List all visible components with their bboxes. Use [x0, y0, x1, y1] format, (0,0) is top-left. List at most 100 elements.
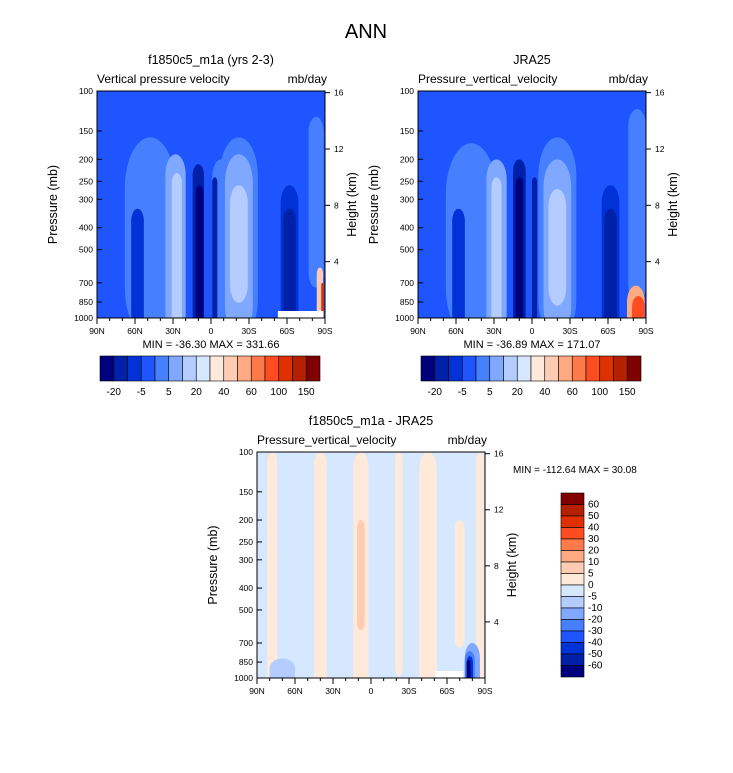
colorbar-label: 0 — [588, 580, 594, 591]
colorbar-label: -50 — [588, 649, 603, 660]
x-tick-label: 90N — [410, 326, 426, 336]
colorbar-box — [560, 515, 585, 528]
y2-axis-label: Height (km) — [666, 172, 680, 237]
x-tick-label: 30S — [562, 326, 577, 336]
panel-diff: f1850c5_m1a - JRA25 Pressure_vertical_vel… — [206, 414, 637, 696]
x-tick-label: 30S — [401, 686, 416, 696]
contour-fill — [452, 208, 465, 318]
colorbar-label: -40 — [588, 638, 603, 649]
colorbar-box — [560, 619, 585, 632]
units-label: mb/day — [609, 72, 648, 86]
variable-label: Vertical pressure velocity — [97, 72, 230, 86]
y-tick-label: 200 — [400, 154, 414, 164]
colorbar-label: 40 — [588, 523, 600, 534]
y-tick-label: 400 — [79, 223, 93, 233]
x-tick-label: 0 — [209, 326, 214, 336]
variable-label: Pressure_vertical_velocity — [418, 72, 557, 86]
contour-fill — [283, 208, 296, 318]
figure-title: ANN — [345, 21, 387, 43]
colorbar-box — [113, 355, 128, 382]
x-tick-label: 60S — [439, 686, 454, 696]
colorbar-box — [223, 355, 238, 382]
y2-tick-label: 16 — [655, 88, 665, 98]
contour-fill — [515, 177, 524, 318]
contour-fill — [267, 452, 278, 678]
y-tick-label: 300 — [79, 194, 93, 204]
y-tick-label: 100 — [79, 86, 93, 96]
colorbar-box — [571, 355, 587, 382]
colorbar-box — [264, 355, 280, 382]
x-tick-label: 90S — [638, 326, 653, 336]
colorbar: -20 -5 5 20 40 60 100 150 — [420, 355, 642, 398]
contour-fill — [257, 452, 485, 678]
colorbar-label: 60 — [246, 387, 258, 398]
colorbar-label: 60 — [588, 500, 600, 511]
y2-tick-label: 16 — [334, 88, 344, 98]
colorbar-label: -5 — [458, 387, 467, 398]
colorbar-box — [250, 355, 266, 382]
y-tick-label: 500 — [79, 245, 93, 255]
colorbar-box — [560, 504, 585, 517]
min-max-stats: MIN = -112.64 MAX = 30.08 — [513, 465, 637, 476]
y-tick-label: 1000 — [74, 313, 93, 323]
colorbar-label: -20 — [588, 615, 603, 626]
colorbar-box — [560, 665, 585, 678]
y-tick-label: 500 — [239, 605, 253, 615]
colorbar-box — [237, 355, 252, 382]
colorbar-box — [278, 355, 293, 382]
colorbar-box — [516, 355, 532, 382]
colorbar-box — [195, 355, 211, 382]
colorbar-box — [560, 538, 585, 551]
x-tick-label: 30N — [165, 326, 181, 336]
colorbar-box — [613, 355, 628, 382]
colorbar-label: -20 — [428, 387, 443, 398]
colorbar: -20 -5 5 20 40 60 100 150 — [99, 355, 321, 398]
colorbar-box — [560, 492, 585, 505]
colorbar-label: 40 — [539, 387, 551, 398]
colorbar-box — [560, 596, 585, 609]
x-tick-label: 60N — [287, 686, 303, 696]
y2-tick-label: 4 — [334, 257, 339, 267]
contour-fill — [195, 185, 204, 318]
contour-fill — [321, 282, 324, 318]
colorbar-box — [560, 584, 585, 597]
contour-fill — [548, 188, 567, 306]
x-tick-label: 60N — [127, 326, 143, 336]
colorbar-label: 5 — [166, 387, 172, 398]
contour-fill — [628, 108, 646, 303]
contour-fill — [419, 452, 437, 678]
contour-fill — [476, 452, 484, 678]
colorbar-label: 20 — [588, 546, 600, 557]
colorbar-box — [560, 561, 585, 574]
contour-fill — [357, 520, 365, 630]
units-label: mb/day — [288, 72, 327, 86]
missing-data — [277, 311, 324, 319]
colorbar-box — [182, 355, 197, 382]
colorbar-label: 150 — [619, 387, 636, 398]
colorbar-box — [503, 355, 518, 382]
y2-tick-label: 12 — [334, 144, 344, 154]
colorbar-box — [530, 355, 546, 382]
y-tick-label: 300 — [239, 555, 253, 565]
colorbar-label: -20 — [107, 387, 122, 398]
y-tick-label: 250 — [400, 176, 414, 186]
y-tick-label: 500 — [400, 245, 414, 255]
x-tick-label: 60N — [448, 326, 464, 336]
colorbar-box — [560, 527, 585, 540]
x-tick-label: 0 — [530, 326, 535, 336]
colorbar-box — [560, 630, 585, 643]
colorbar-label: 100 — [270, 387, 287, 398]
colorbar-label: -30 — [588, 626, 603, 637]
y-axis-label: Pressure (mb) — [46, 165, 60, 244]
y-tick-label: 850 — [400, 297, 414, 307]
contour-fill — [314, 452, 327, 678]
y-tick-label: 850 — [79, 297, 93, 307]
colorbar-label: 20 — [512, 387, 524, 398]
contour-fill — [171, 173, 182, 318]
colorbar-box — [420, 355, 436, 382]
colorbar-box — [626, 355, 642, 382]
colorbar-label: -5 — [137, 387, 146, 398]
panel-title: JRA25 — [513, 53, 551, 67]
panel-title: f1850c5_m1a (yrs 2-3) — [148, 53, 274, 67]
